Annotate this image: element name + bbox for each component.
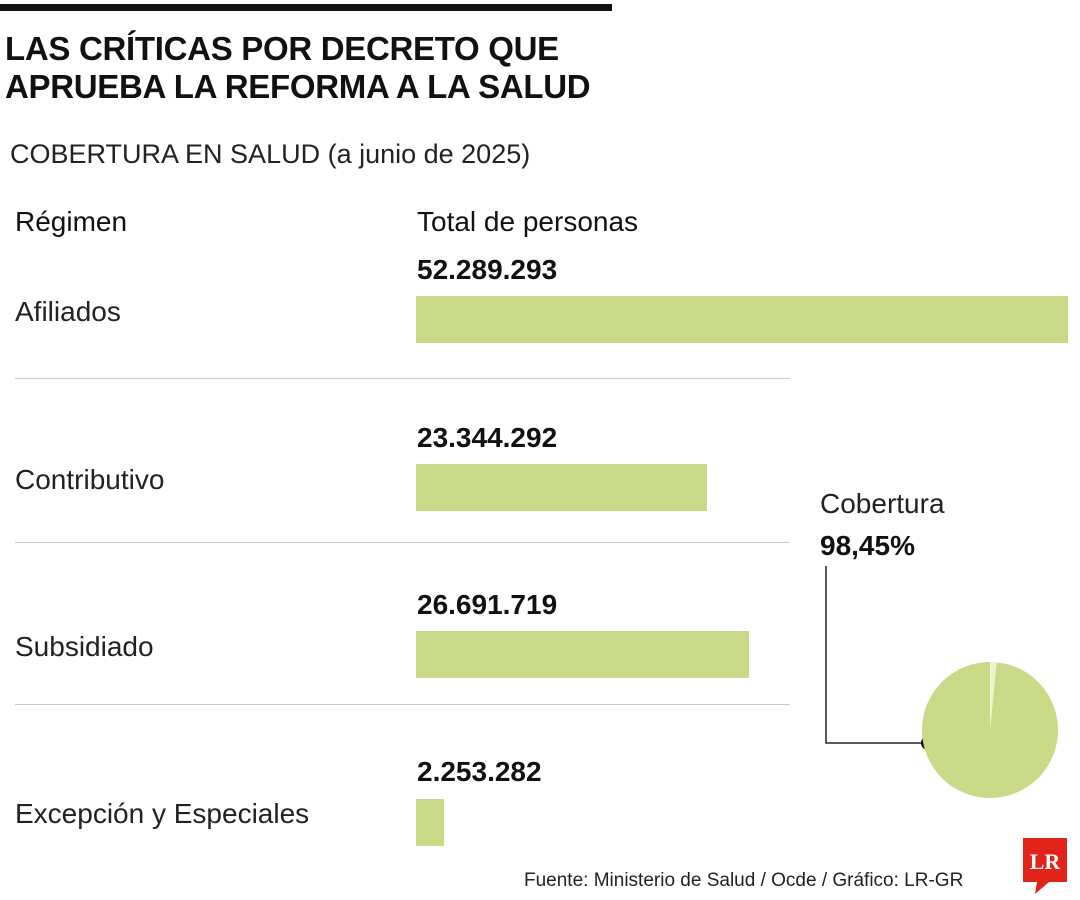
value-label-excepcion: 2.253.282 <box>417 756 542 787</box>
coverage-pie <box>922 662 1058 798</box>
top-rule <box>0 4 612 11</box>
source-note: Fuente: Ministerio de Salud / Ocde / Grá… <box>524 870 964 891</box>
bar-contributivo <box>416 464 708 511</box>
coverage-label: Cobertura <box>820 488 945 519</box>
pie-slice-remainder <box>990 662 997 730</box>
value-label-subsidiado: 26.691.719 <box>417 589 558 620</box>
headline: LAS CRÍTICAS POR DECRETO QUE APRUEBA LA … <box>5 30 591 105</box>
column-header-regimen: Régimen <box>15 206 128 237</box>
value-label-contributivo: 23.344.292 <box>417 422 558 453</box>
row-separator <box>15 378 790 379</box>
column-header-total: Total de personas <box>417 206 639 237</box>
value-label-afiliados: 52.289.293 <box>417 254 558 285</box>
row-separator <box>15 542 790 543</box>
chart-subtitle: COBERTURA EN SALUD (a junio de 2025) <box>10 139 531 169</box>
category-label-excepcion: Excepción y Especiales <box>15 798 310 829</box>
svg-text:LR: LR <box>1030 849 1062 874</box>
bar-subsidiado <box>416 631 749 678</box>
row-separator <box>15 704 790 705</box>
category-label-afiliados: Afiliados <box>15 296 121 327</box>
coverage-value: 98,45% <box>820 530 915 561</box>
category-label-subsidiado: Subsidiado <box>15 631 154 662</box>
bar-excepcion <box>416 799 445 846</box>
lr-logo: LR <box>1023 838 1067 894</box>
bar-afiliados <box>416 296 1068 343</box>
coverage-leader-line <box>825 566 935 750</box>
category-label-contributivo: Contributivo <box>15 464 165 495</box>
